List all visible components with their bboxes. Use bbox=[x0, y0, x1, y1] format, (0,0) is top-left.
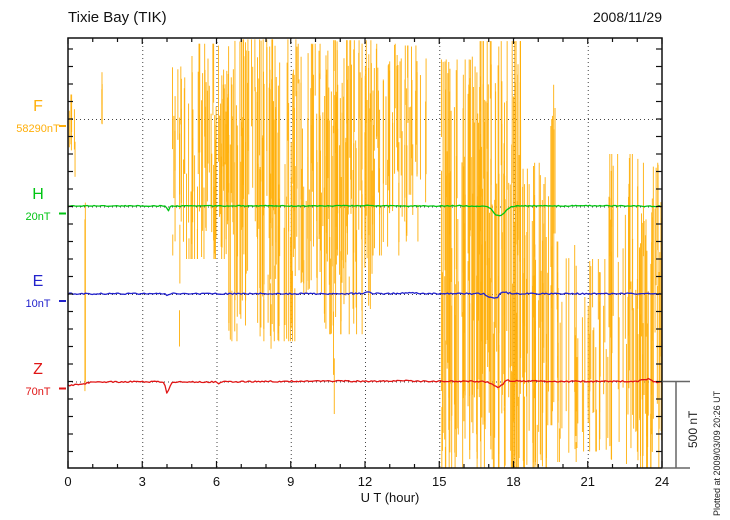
series-letter-E: E bbox=[32, 273, 44, 290]
x-tick-label-0: 0 bbox=[64, 474, 72, 489]
series-baseline-value-Z: 70nT bbox=[25, 385, 51, 398]
plotted-at-note: Plotted at 2009/03/09 20:26 UT bbox=[712, 390, 722, 516]
x-tick-label-12: 12 bbox=[357, 474, 373, 489]
x-tick-label-6: 6 bbox=[212, 474, 221, 489]
x-tick-label-21: 21 bbox=[580, 474, 595, 489]
station-title: Tixie Bay (TIK) bbox=[68, 9, 167, 26]
x-tick-label-15: 15 bbox=[432, 474, 447, 489]
series-baseline-value-F: 58290nT bbox=[16, 123, 60, 135]
series-baseline-value-E: 10nT bbox=[25, 298, 51, 310]
x-tick-label-3: 3 bbox=[138, 474, 146, 489]
scale-bar-label: 500 nT bbox=[686, 410, 700, 448]
series-baseline-value-H: 20nT bbox=[25, 210, 51, 223]
x-tick-label-9: 9 bbox=[287, 474, 295, 489]
x-tick-label-18: 18 bbox=[506, 474, 521, 489]
plot-date: 2008/11/29 bbox=[592, 9, 662, 25]
x-axis-label: U T (hour) bbox=[360, 490, 420, 505]
series-letter-F: F bbox=[33, 98, 43, 115]
x-tick-label-24: 24 bbox=[654, 474, 670, 489]
series-letter-Z: Z bbox=[33, 360, 43, 378]
series-letter-H: H bbox=[32, 185, 44, 203]
